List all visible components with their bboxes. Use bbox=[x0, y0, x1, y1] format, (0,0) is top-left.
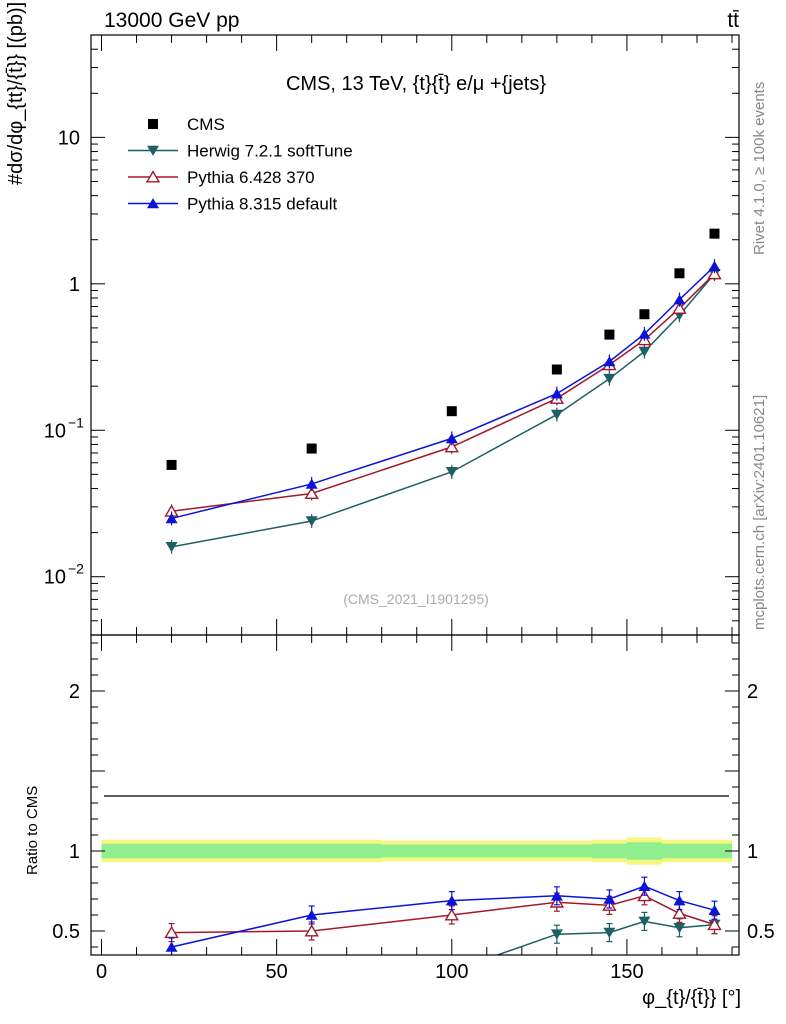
legend-label: Herwig 7.2.1 softTune bbox=[187, 142, 353, 161]
ratio-point bbox=[673, 895, 686, 906]
legend-label: Pythia 8.315 default bbox=[187, 195, 338, 214]
data-point bbox=[709, 228, 720, 239]
y-tick-exponent: −1 bbox=[68, 414, 84, 430]
series-herwig-7-2-1-softtune bbox=[165, 266, 721, 554]
ratio-series-pythia-6-428-370 bbox=[164, 886, 722, 943]
legend-marker bbox=[145, 170, 161, 183]
y-tick-exponent: −2 bbox=[68, 561, 84, 577]
series-cms bbox=[166, 228, 720, 470]
ratio-point bbox=[638, 880, 651, 891]
data-point bbox=[444, 440, 460, 453]
legend-marker bbox=[148, 119, 158, 129]
ratio-point bbox=[550, 929, 563, 940]
ratio-band-green bbox=[101, 842, 732, 860]
ratio-point bbox=[707, 917, 722, 931]
y-tick-label: 10 bbox=[44, 567, 66, 589]
ratio-y-tick-label-right: 1 bbox=[747, 841, 758, 863]
ratio-y-tick-label: 0.5 bbox=[52, 921, 80, 943]
ratio-point bbox=[550, 890, 563, 901]
ratio-point bbox=[165, 941, 178, 952]
x-tick-label: 50 bbox=[266, 961, 288, 983]
plot-title: CMS, 13 TeV, {t}{t̄} e/μ +{jets} bbox=[286, 73, 546, 95]
data-point bbox=[638, 328, 651, 339]
data-point bbox=[446, 406, 457, 417]
data-point bbox=[305, 478, 318, 489]
ratio-series-pythia-8-315-default bbox=[165, 876, 721, 955]
legend-marker bbox=[147, 145, 159, 156]
data-point bbox=[165, 542, 178, 553]
ratio-point bbox=[672, 906, 687, 919]
y-axis-label-ratio: Ratio to CMS bbox=[24, 786, 41, 875]
ratio-point bbox=[638, 916, 651, 927]
ratio-y-tick-label: 2 bbox=[69, 681, 80, 703]
data-point bbox=[550, 409, 563, 420]
data-point bbox=[551, 364, 562, 375]
data-point bbox=[672, 301, 687, 314]
data-point bbox=[166, 459, 177, 470]
x-axis-label: φ_{t}/{t̄}} [°] bbox=[642, 987, 741, 1009]
data-point bbox=[304, 486, 319, 500]
ratio-point bbox=[305, 909, 318, 920]
data-point bbox=[638, 346, 651, 357]
data-point bbox=[550, 388, 563, 399]
ratio-line bbox=[495, 920, 715, 955]
series-pythia-8-315-default bbox=[165, 259, 721, 526]
ratio-y-tick-label-right: 2 bbox=[747, 681, 758, 703]
ratio-point bbox=[445, 895, 458, 906]
ratio-point bbox=[444, 908, 460, 921]
data-point bbox=[708, 260, 721, 271]
x-tick-label: 100 bbox=[435, 961, 468, 983]
legend-label: Pythia 6.428 370 bbox=[187, 168, 315, 187]
y-tick-label: 10 bbox=[58, 127, 80, 149]
data-point bbox=[306, 443, 317, 454]
header-left: 13000 GeV pp bbox=[104, 9, 239, 32]
legend-marker bbox=[147, 198, 159, 209]
mcplots-label: mcplots.cern.ch [arXiv:2401.10621] bbox=[751, 395, 768, 630]
ratio-point bbox=[304, 924, 319, 937]
ratio-y-tick-label-right: 0.5 bbox=[747, 921, 775, 943]
data-point bbox=[445, 467, 458, 478]
series-pythia-6-428-370 bbox=[164, 266, 722, 519]
data-point bbox=[674, 268, 685, 279]
ratio-series-herwig-7-2-1-softtune bbox=[495, 911, 721, 955]
ratio-series-group bbox=[164, 876, 722, 955]
series-line bbox=[171, 265, 715, 520]
legend-label: CMS bbox=[187, 115, 225, 134]
data-point bbox=[603, 373, 616, 385]
data-point bbox=[639, 309, 650, 320]
y-tick-label: 10 bbox=[44, 420, 66, 442]
ratio-point bbox=[603, 927, 616, 938]
ratio-point bbox=[603, 893, 616, 904]
ratio-line bbox=[171, 895, 715, 934]
data-point bbox=[603, 356, 616, 367]
y-tick-label: 1 bbox=[69, 274, 80, 296]
ratio-plot-frame bbox=[90, 634, 740, 956]
rivet-label: Rivet 4.1.0, ≥ 100k events bbox=[751, 82, 768, 255]
watermark: (CMS_2021_I1901295) bbox=[343, 591, 489, 607]
series-line bbox=[171, 273, 716, 548]
data-point bbox=[707, 267, 722, 280]
data-point bbox=[604, 329, 615, 340]
data-point bbox=[445, 432, 458, 444]
ratio-point bbox=[673, 923, 686, 934]
data-point bbox=[305, 516, 318, 527]
ratio-line bbox=[171, 885, 715, 948]
y-axis-label-top: #dσ/dφ_{tt}/{t̄}} [(pb)] bbox=[5, 2, 27, 185]
ratio-point bbox=[708, 904, 721, 915]
ratio-plot: 0.5 0.5 1 1 2 2 0 50 100 150 Ratio to CMS φ_{t}/{… bbox=[24, 634, 775, 1009]
x-tick-label: 0 bbox=[96, 961, 107, 983]
data-point bbox=[673, 294, 686, 305]
header-right: tt̄ bbox=[727, 9, 739, 32]
data-point bbox=[165, 513, 178, 524]
legend: CMS Herwig 7.2.1 softTune Pythia 6.428 370… bbox=[128, 115, 353, 214]
x-tick-label: 150 bbox=[610, 961, 643, 983]
ratio-y-tick-label: 1 bbox=[69, 841, 80, 863]
